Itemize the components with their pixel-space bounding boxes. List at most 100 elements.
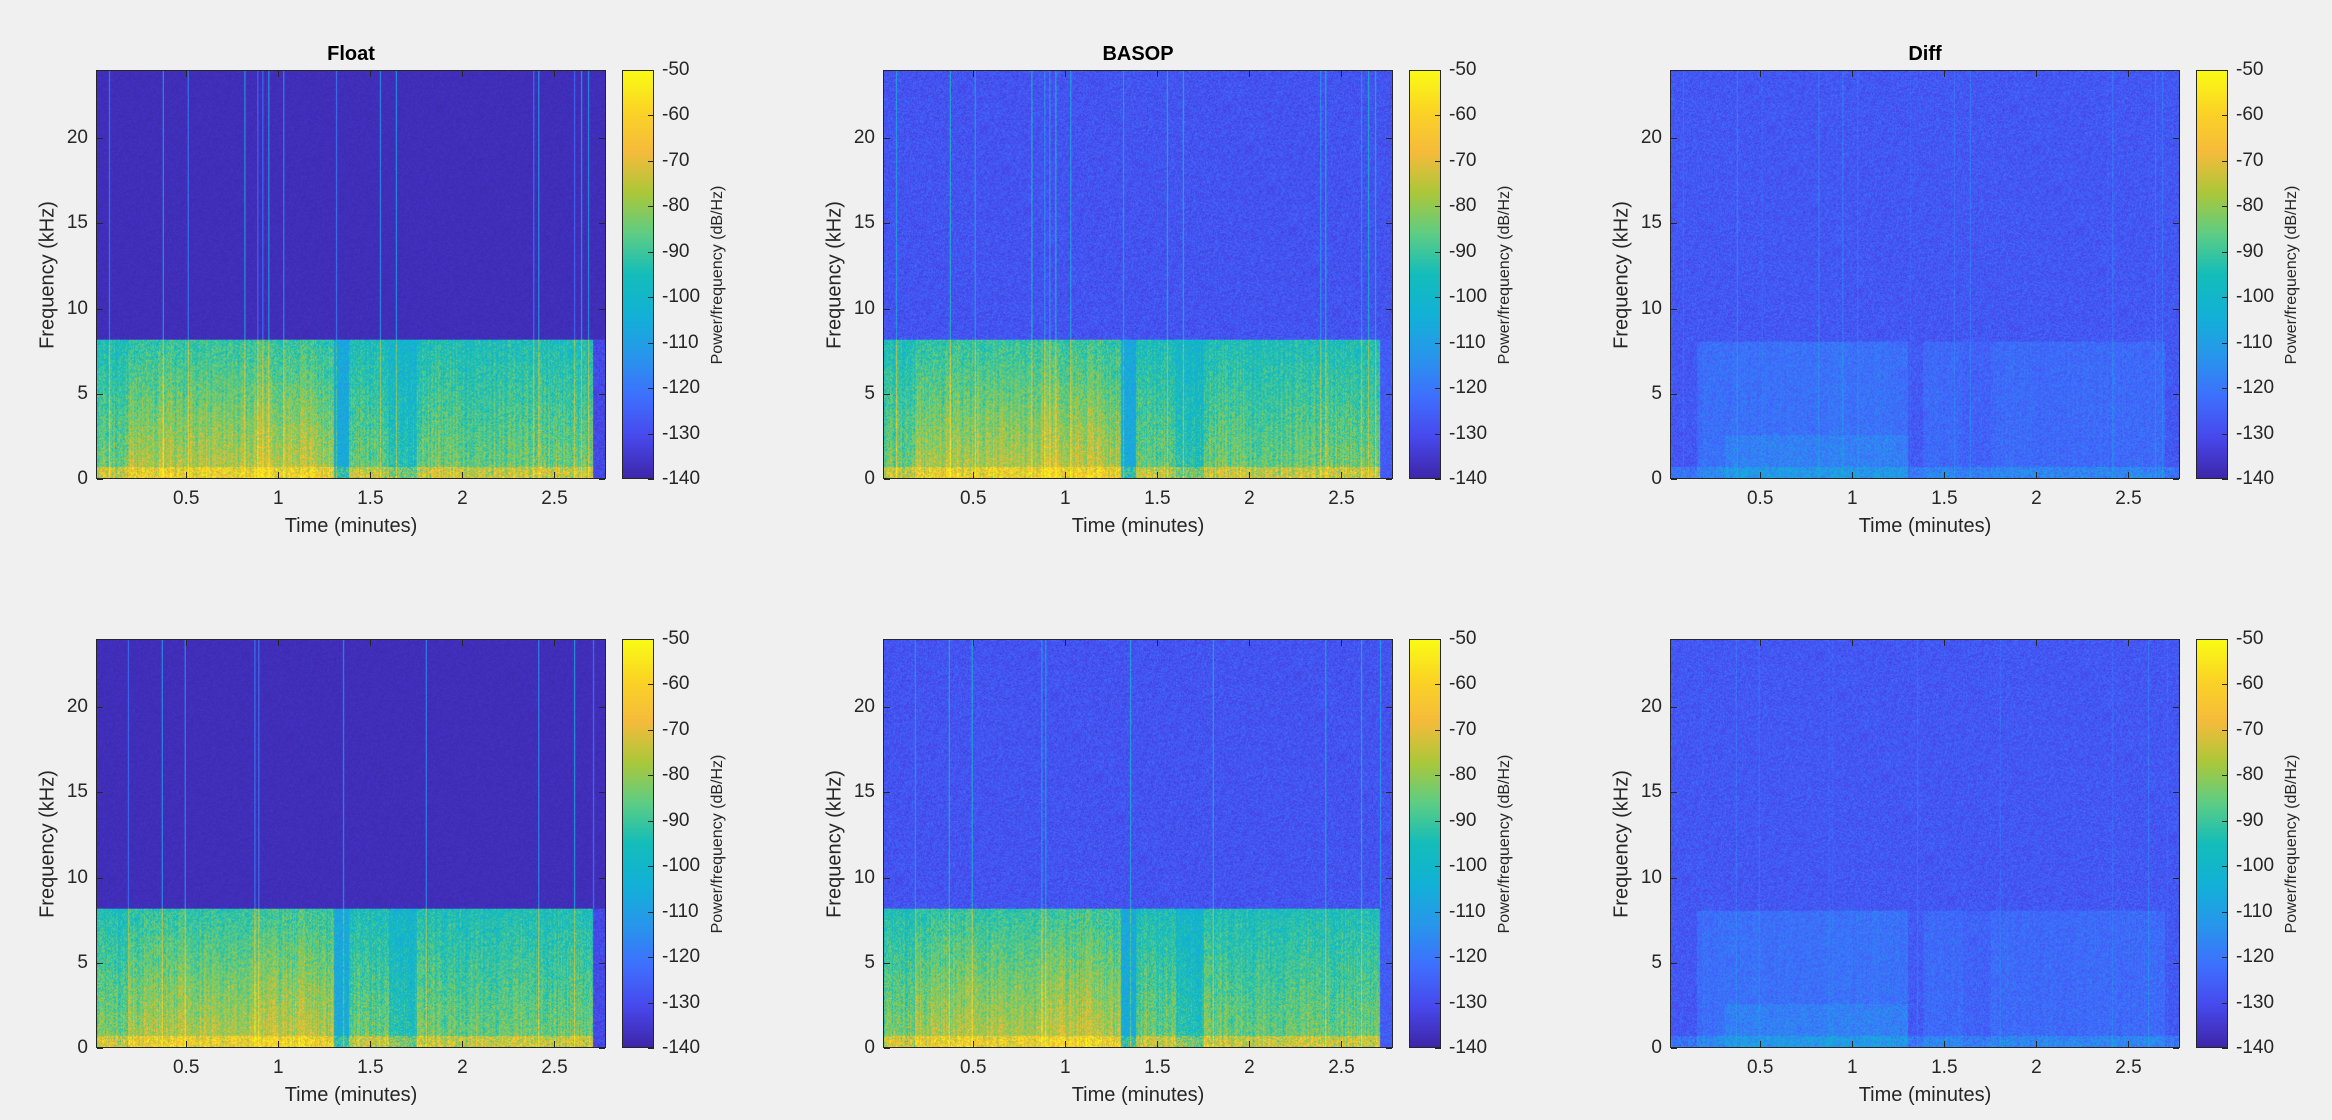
y-tick-label: 0 bbox=[77, 468, 88, 489]
colorbar-tick-mark bbox=[648, 911, 654, 913]
x-tick-mark bbox=[1065, 1041, 1067, 1047]
x-tick-label: 0.5 bbox=[1746, 488, 1774, 509]
colorbar-tick-label: -100 bbox=[662, 855, 701, 877]
colorbar-tick-mark bbox=[648, 479, 654, 480]
y-tick-mark bbox=[599, 962, 605, 964]
colorbar-tick-label: -110 bbox=[2236, 900, 2273, 922]
colorbar-tick-label: -110 bbox=[662, 900, 699, 922]
x-tick-mark bbox=[186, 472, 188, 478]
colorbar-tick-label: -100 bbox=[1449, 855, 1488, 877]
x-tick-mark bbox=[462, 71, 464, 77]
y-tick-label: 10 bbox=[1640, 297, 1662, 319]
colorbar-tick-mark bbox=[648, 957, 654, 959]
colorbar-tick-mark bbox=[648, 775, 654, 777]
spectrogram-axes bbox=[1670, 639, 2180, 1048]
y-tick-mark bbox=[884, 707, 890, 709]
y-tick-mark bbox=[884, 138, 890, 140]
x-tick-mark bbox=[973, 1041, 975, 1047]
x-tick-label: 1 bbox=[1059, 1057, 1071, 1078]
y-tick-label: 0 bbox=[864, 1037, 875, 1058]
colorbar-tick-mark bbox=[2222, 160, 2228, 162]
x-tick-mark bbox=[186, 640, 188, 646]
x-tick-mark bbox=[1341, 472, 1343, 478]
colorbar-tick-label: -80 bbox=[662, 195, 690, 217]
y-tick-mark bbox=[1671, 962, 1677, 964]
x-tick-mark bbox=[1065, 71, 1067, 77]
colorbar-tick-mark bbox=[2222, 775, 2228, 777]
spectrogram-image bbox=[97, 71, 605, 478]
y-tick-mark bbox=[599, 792, 605, 794]
colorbar-tick-label: -70 bbox=[1449, 718, 1477, 740]
y-axis-label: Frequency (kHz) bbox=[1610, 769, 1633, 918]
y-axis-label: Frequency (kHz) bbox=[36, 769, 59, 918]
colorbar-tick-mark bbox=[648, 639, 654, 640]
y-tick-mark bbox=[2173, 962, 2179, 964]
y-tick-mark bbox=[2173, 223, 2179, 225]
y-tick-mark bbox=[2173, 393, 2179, 395]
x-tick-mark bbox=[278, 472, 280, 478]
colorbar-tick-mark bbox=[1435, 1048, 1441, 1049]
y-tick-mark bbox=[1386, 1048, 1392, 1049]
x-tick-mark bbox=[554, 1041, 556, 1047]
x-tick-mark bbox=[1249, 1041, 1251, 1047]
x-tick-label: 1.5 bbox=[1931, 1057, 1958, 1078]
colorbar-tick-label: -90 bbox=[1449, 240, 1477, 262]
y-tick-label: 5 bbox=[864, 382, 875, 404]
x-tick-label: 2.5 bbox=[2115, 488, 2142, 509]
colorbar-tick-label: -50 bbox=[662, 59, 690, 80]
colorbar-tick-mark bbox=[2222, 684, 2228, 686]
x-tick-label: 1.5 bbox=[1144, 1057, 1171, 1078]
plot-title: Diff bbox=[1908, 43, 1942, 65]
y-tick-mark bbox=[97, 308, 103, 310]
colorbar-tick-label: -90 bbox=[2236, 240, 2264, 262]
colorbar bbox=[1409, 639, 1441, 1048]
colorbar-tick-label: -80 bbox=[1449, 195, 1477, 217]
y-tick-mark bbox=[97, 962, 103, 964]
colorbar-tick-mark bbox=[1435, 1002, 1441, 1004]
x-axis-label: Time (minutes) bbox=[1071, 1084, 1205, 1106]
y-tick-label: 10 bbox=[853, 866, 875, 888]
x-tick-label: 2.5 bbox=[541, 1057, 568, 1078]
y-tick-label: 20 bbox=[853, 127, 875, 149]
y-tick-label: 20 bbox=[1640, 127, 1662, 149]
x-tick-mark bbox=[370, 472, 372, 478]
x-axis-label: Time (minutes) bbox=[1858, 515, 1992, 537]
y-axis-label: Frequency (kHz) bbox=[1610, 200, 1633, 349]
y-tick-mark bbox=[1671, 792, 1677, 794]
y-tick-mark bbox=[2173, 707, 2179, 709]
x-tick-mark bbox=[462, 1041, 464, 1047]
y-tick-mark bbox=[884, 308, 890, 310]
x-axis-label: Time (minutes) bbox=[1071, 515, 1205, 537]
y-tick-mark bbox=[2173, 1048, 2179, 1049]
x-tick-mark bbox=[278, 640, 280, 646]
y-tick-label: 0 bbox=[864, 468, 875, 489]
colorbar-tick-label: -100 bbox=[662, 286, 701, 308]
colorbar-tick-mark bbox=[1435, 957, 1441, 959]
x-axis-label: Time (minutes) bbox=[1858, 1084, 1992, 1106]
x-tick-mark bbox=[1341, 71, 1343, 77]
x-tick-label: 0.5 bbox=[1746, 1057, 1774, 1078]
colorbar-tick-mark bbox=[1435, 160, 1441, 162]
x-tick-mark bbox=[1249, 71, 1251, 77]
y-tick-label: 10 bbox=[66, 866, 88, 888]
colorbar-tick-mark bbox=[1435, 433, 1441, 435]
x-tick-mark bbox=[2128, 71, 2130, 77]
colorbar-label: Power/frequency (dB/Hz) bbox=[709, 185, 726, 364]
y-tick-label: 15 bbox=[66, 212, 88, 234]
y-tick-label: 20 bbox=[853, 696, 875, 718]
x-tick-label: 1.5 bbox=[357, 488, 384, 509]
y-tick-mark bbox=[1386, 393, 1392, 395]
y-tick-mark bbox=[1386, 138, 1392, 140]
y-tick-label: 15 bbox=[1640, 212, 1662, 234]
x-tick-label: 1 bbox=[272, 1057, 284, 1078]
x-tick-mark bbox=[2036, 472, 2038, 478]
colorbar-tick-mark bbox=[648, 297, 654, 299]
colorbar-tick-mark bbox=[1435, 911, 1441, 913]
colorbar-tick-label: -120 bbox=[1449, 377, 1488, 399]
colorbar-tick-mark bbox=[2222, 342, 2228, 344]
x-tick-mark bbox=[1852, 1041, 1854, 1047]
spectrogram-image bbox=[1671, 640, 2179, 1047]
y-tick-mark bbox=[599, 877, 605, 879]
x-tick-label: 2 bbox=[1244, 488, 1255, 509]
y-tick-mark bbox=[1386, 479, 1392, 480]
